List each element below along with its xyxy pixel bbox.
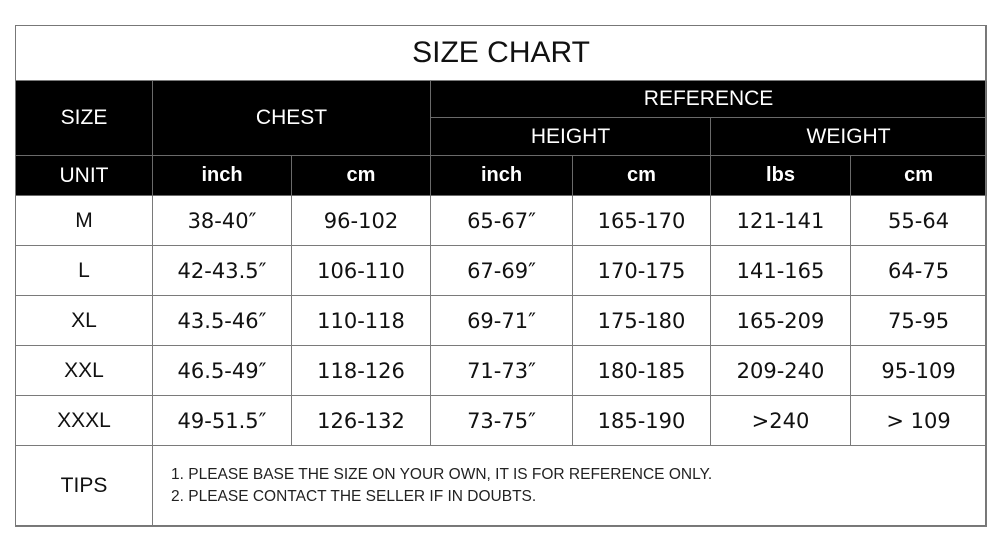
value-cell: 106-110 [291,245,431,296]
size-cell: L [15,245,153,296]
header-chest: CHEST [152,80,431,156]
unit-cell: cm [849,155,988,196]
header-unit: UNIT [15,155,153,196]
value-cell: 42-43.5″ [152,245,292,296]
tips-label: TIPS [15,445,153,527]
value-cell: 69-71″ [430,295,573,346]
value-cell: 126-132 [291,395,431,446]
header-row-1: SIZE CHEST REFERENCE [15,80,988,156]
value-cell: 185-190 [572,395,711,446]
unit-cell: inch [152,155,292,196]
size-cell: XL [15,295,153,346]
value-cell: 55-64 [849,195,988,246]
value-cell: 73-75″ [430,395,573,446]
value-cell: 118-126 [291,345,431,396]
value-cell: 165-209 [710,295,851,346]
value-cell: 64-75 [849,245,988,296]
value-cell: 75-95 [849,295,988,346]
size-cell: XXL [15,345,153,396]
table-row: XXXL 49-51.5″ 126-132 73-75″ 185-190 >240 > 10… [15,395,988,446]
value-cell: 96-102 [291,195,431,246]
value-cell: 165-170 [572,195,711,246]
size-cell: XXXL [15,395,153,446]
table-row: M 38-40″ 96-102 65-67″ 165-170 121-141 55-64 [15,195,988,246]
value-cell: 65-67″ [430,195,573,246]
value-cell: 121-141 [710,195,851,246]
value-cell: 43.5-46″ [152,295,292,346]
header-reference: REFERENCE [429,80,988,118]
table-row: XXL 46.5-49″ 118-126 71-73″ 180-185 209-240 95… [15,345,988,396]
header-height: HEIGHT [430,117,711,156]
size-cell: M [15,195,153,246]
value-cell: 38-40″ [152,195,292,246]
value-cell: 71-73″ [430,345,573,396]
value-cell: 49-51.5″ [152,395,292,446]
value-cell: 110-118 [291,295,431,346]
unit-cell: cm [291,155,431,196]
value-cell: 180-185 [572,345,711,396]
table-row: XL 43.5-46″ 110-118 69-71″ 175-180 165-209 75-… [15,295,988,346]
header-row-2: HEIGHT WEIGHT [16,117,988,156]
value-cell: 95-109 [849,345,988,396]
value-cell: 141-165 [710,245,851,296]
value-cell: 46.5-49″ [152,345,292,396]
value-cell: >240 [710,395,851,446]
unit-row: UNIT inch cm inch cm lbs cm [15,155,988,196]
chart-title: SIZE CHART [14,25,988,81]
tips-row: TIPS 1. PLEASE BASE THE SIZE ON YOUR OWN… [15,445,988,527]
title-row: SIZE CHART [14,25,988,81]
unit-cell: inch [430,155,573,196]
value-cell: 67-69″ [430,245,573,296]
header-weight: WEIGHT [709,117,988,156]
unit-cell: lbs [710,155,851,196]
tip-line: 2. PLEASE CONTACT THE SELLER IF IN DOUBT… [171,488,537,505]
unit-cell: cm [572,155,711,196]
tip-line: 1. PLEASE BASE THE SIZE ON YOUR OWN, IT … [171,466,713,483]
table-row: L 42-43.5″ 106-110 67-69″ 170-175 141-165 64-7… [15,245,988,296]
value-cell: 175-180 [572,295,711,346]
tips-text: 1. PLEASE BASE THE SIZE ON YOUR OWN, IT … [151,445,988,527]
value-cell: 170-175 [572,245,711,296]
value-cell: > 109 [849,395,988,446]
size-chart-table: SIZE CHART SIZE CHEST REFERENCE HEIGHT W… [14,25,988,527]
header-size: SIZE [15,80,153,156]
value-cell: 209-240 [710,345,851,396]
